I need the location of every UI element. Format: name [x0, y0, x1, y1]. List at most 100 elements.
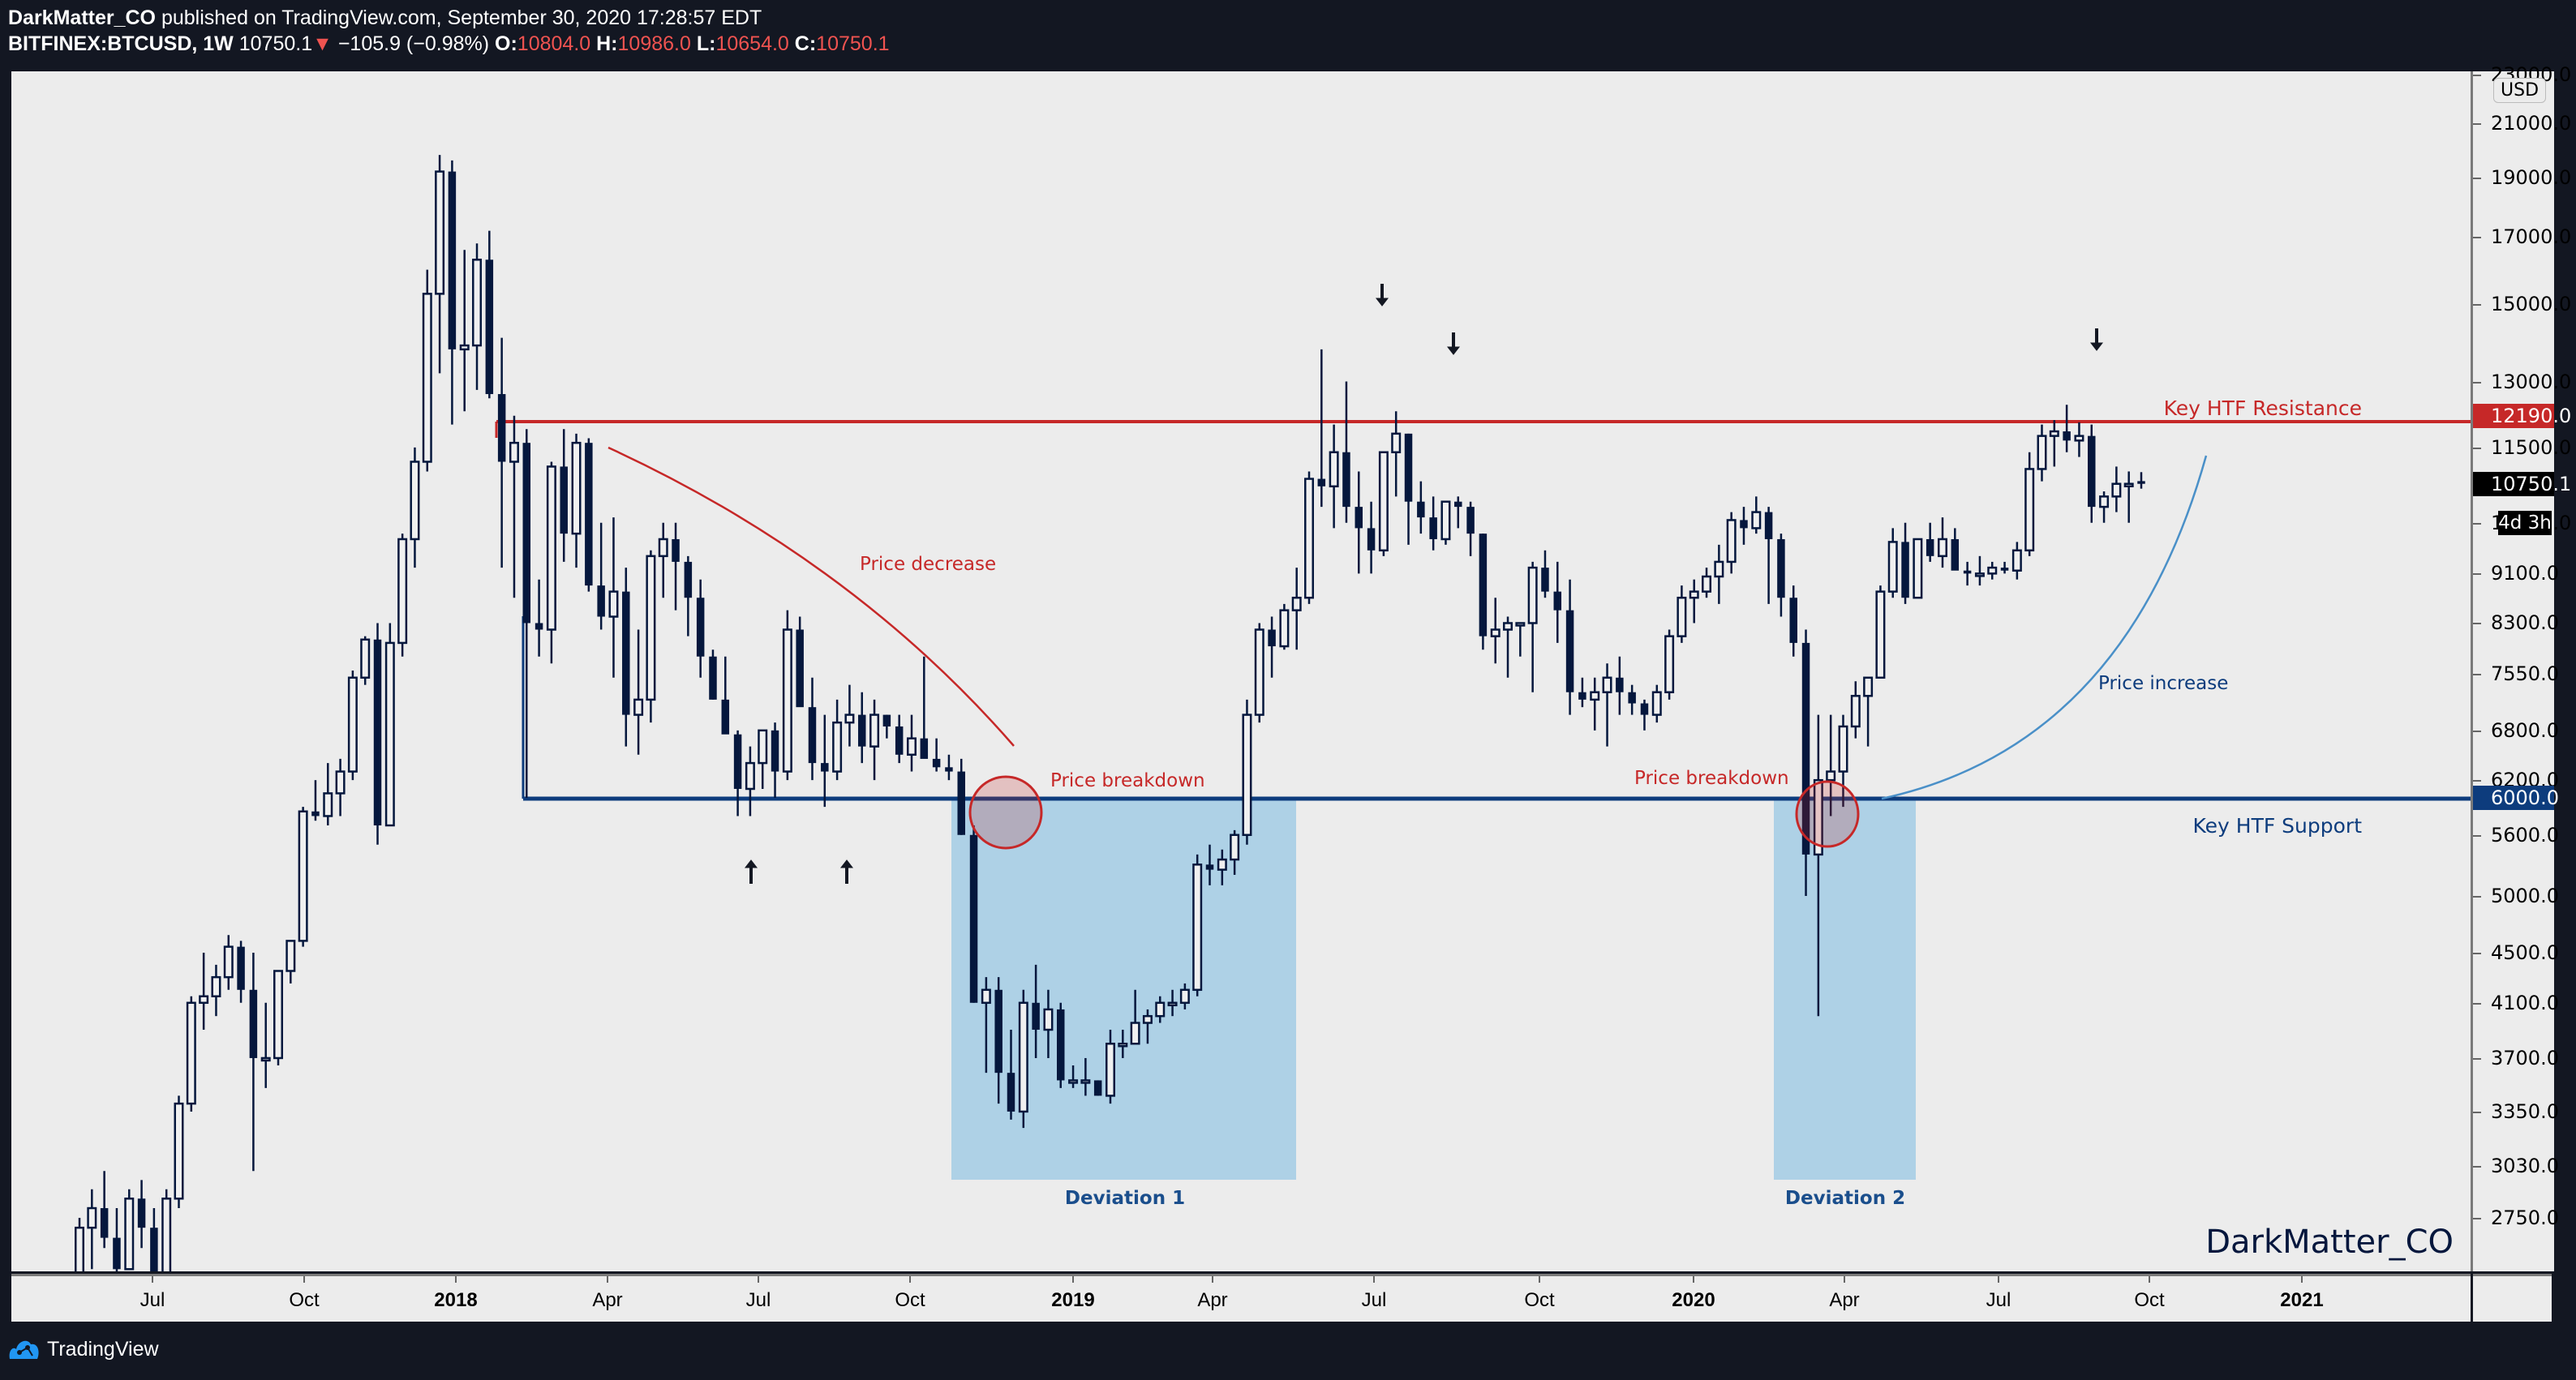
candle [1677, 596, 1687, 637]
price-increase-text: Price increase [2098, 673, 2228, 694]
price-decrease-curve[interactable] [608, 446, 1015, 747]
price-axis[interactable]: 23000.0 21000.0 19000.0 17000.0 15000.0 13000… [2471, 63, 2571, 1271]
candle [1702, 575, 1712, 593]
candle [1689, 590, 1699, 599]
candle [1367, 528, 1376, 551]
candle [571, 441, 582, 535]
candle [1875, 590, 1886, 679]
price-increase-curve[interactable] [1881, 455, 2208, 800]
candle [124, 1198, 135, 1271]
author-name[interactable]: DarkMatter_CO [8, 6, 157, 29]
candle [1490, 628, 1501, 637]
currency-button[interactable]: USD [2493, 78, 2547, 103]
time-tick: Jul [1986, 1289, 2011, 1311]
candle [1167, 1001, 1178, 1007]
candle [1329, 451, 1339, 488]
candle [186, 1001, 196, 1105]
candle [472, 259, 483, 347]
candle [373, 639, 382, 826]
candle [1391, 432, 1402, 453]
candlestick-chart[interactable]: Key HTF Resistance Key HTF Support Price… [11, 71, 2471, 1271]
tradingview-logo-icon[interactable] [8, 1336, 41, 1362]
candle [2024, 468, 2035, 552]
symbol-name[interactable]: BITFINEX:BTCUSD, 1W [8, 32, 234, 55]
candle [771, 730, 779, 772]
candle [1032, 1002, 1040, 1031]
candle [709, 656, 717, 700]
candle [87, 1206, 97, 1229]
candle [150, 1228, 158, 1271]
candle [1590, 691, 1600, 701]
candle [1503, 622, 1513, 631]
candle [75, 1226, 84, 1271]
candle [347, 676, 358, 773]
price-tick: 8300.0 [2473, 611, 2559, 635]
watermark: DarkMatter_CO [2205, 1224, 2454, 1261]
candle [199, 995, 209, 1005]
price-tick: 2750.0 [2473, 1206, 2559, 1229]
candle [1217, 858, 1227, 871]
candle [2137, 481, 2145, 484]
close-label: C: [794, 32, 817, 55]
candle [957, 771, 965, 835]
time-axis[interactable]: Jul Oct 2018 Apr Jul Oct 2019 Apr Jul Oct 2020 Apr J… [11, 1274, 2471, 1322]
candle [869, 714, 880, 748]
time-tick: Oct [2134, 1289, 2165, 1311]
price-breakdown-text-1: Price breakdown [1050, 770, 1205, 791]
price-tick: 6800.0 [2473, 718, 2559, 742]
candle [1937, 538, 1947, 558]
candle [298, 810, 308, 942]
candle [1974, 572, 1985, 577]
candle [1440, 500, 1451, 541]
candle [1291, 596, 1302, 611]
candle [832, 721, 843, 773]
candle [796, 629, 804, 708]
candle [560, 466, 568, 534]
candle [745, 761, 755, 791]
down-arrow-icon [1446, 332, 1461, 355]
candle [273, 970, 284, 1060]
candle [994, 989, 1002, 1074]
candle [1777, 538, 1785, 598]
candle [2049, 430, 2059, 437]
price-tick: 3030.0 [2473, 1154, 2559, 1177]
candle [113, 1237, 121, 1270]
candle [1789, 598, 1797, 643]
candle [1813, 778, 1823, 856]
candle [684, 561, 693, 598]
candle [758, 729, 768, 765]
candle [100, 1208, 109, 1238]
candle [1230, 834, 1240, 861]
candle [137, 1198, 146, 1228]
candle [1179, 988, 1190, 1005]
breakdown-circle-2[interactable] [1795, 780, 1860, 848]
chart-pane[interactable]: Key HTF Resistance Key HTF Support Price… [11, 71, 2471, 1271]
candle [211, 975, 221, 997]
candle [1155, 1001, 1166, 1018]
candle [1515, 622, 1526, 627]
candle [2111, 482, 2122, 498]
breakdown-circle-1[interactable] [968, 775, 1043, 850]
last-price-label: 10750.1 [2473, 471, 2571, 496]
candle [546, 465, 556, 631]
resistance-text: Key HTF Resistance [2164, 396, 2362, 420]
candle [1043, 1008, 1054, 1031]
tradingview-brand[interactable]: TradingView [47, 1337, 159, 1361]
candle [1479, 534, 1488, 636]
candle [1726, 519, 1737, 564]
high-value: 10986.0 [617, 32, 691, 55]
price-tick: 15000.0 [2472, 293, 2572, 316]
candle [1863, 676, 1874, 697]
candle [597, 585, 605, 617]
candle [945, 767, 953, 772]
candle [969, 834, 978, 1003]
candle [1616, 677, 1624, 692]
candle [1118, 1043, 1128, 1048]
candle [1068, 1079, 1079, 1084]
candle [1565, 610, 1574, 692]
candle [223, 945, 234, 979]
price-tick: 5600.0 [2473, 823, 2559, 846]
candle [1826, 770, 1836, 782]
time-tick: 2021 [2280, 1289, 2324, 1311]
candle [1602, 676, 1612, 693]
